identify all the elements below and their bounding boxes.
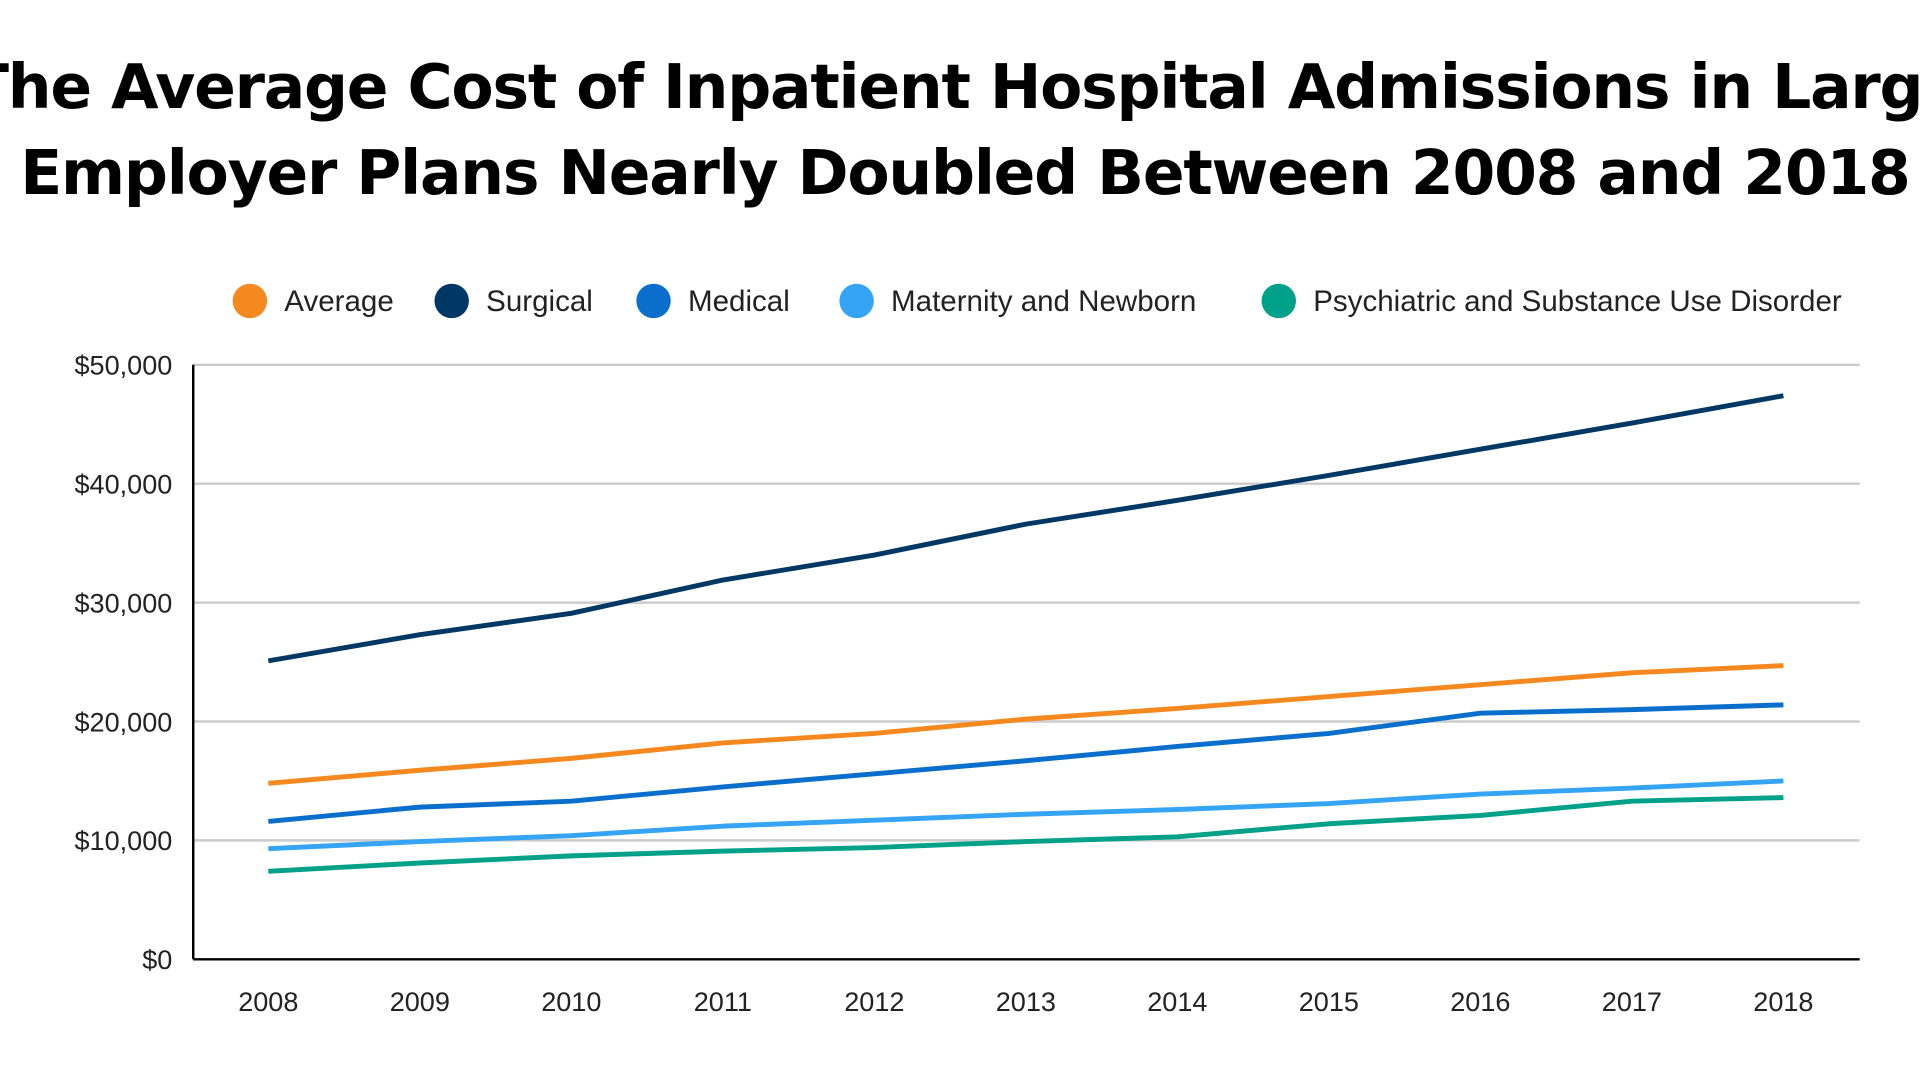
series-line-psychiatric-and-substance-use-disorder [268,795,1784,874]
legend-label: Medical [688,285,790,318]
gridlines [193,363,1860,842]
x-tick-label: 2015 [1299,987,1359,1017]
legend-label: Maternity and Newborn [891,285,1196,318]
series-line-average [268,663,1784,786]
x-tick-label: 2009 [390,987,450,1017]
x-tick-label: 2012 [844,987,904,1017]
y-tick-label: $20,000 [74,707,172,737]
y-tick-label: $50,000 [74,351,172,381]
chart-title-line-2: Employer Plans Nearly Doubled Between 20… [20,138,1909,209]
chart-title-line-1: The Average Cost of Inpatient Hospital A… [0,52,1920,123]
series-line-maternity-and-newborn [268,778,1784,852]
legend-label: Average [284,285,393,318]
series-lines [267,393,1784,874]
legend-marker [636,283,671,319]
y-axis-ticks: $0 $10,000 $20,000 $30,000 $40,000 $50,000 [74,351,172,975]
series-line-medical [268,702,1784,824]
x-tick-label: 2013 [996,987,1056,1017]
x-tick-label: 2018 [1753,987,1813,1017]
y-tick-label: $30,000 [74,588,172,618]
y-tick-label: $10,000 [74,826,172,856]
legend-label: Psychiatric and Substance Use Disorder [1313,285,1842,318]
x-axis-ticks: 2008 2009 2010 2011 2012 2013 2014 2015 2016 2017… [238,987,1813,1017]
x-tick-label: 2011 [694,987,752,1017]
legend-marker [1261,283,1296,319]
x-tick-label: 2014 [1147,987,1207,1017]
legend-marker [839,283,874,319]
x-tick-label: 2016 [1450,987,1510,1017]
x-tick-label: 2017 [1602,987,1662,1017]
legend: Average Surgical Medical Maternity and Newb… [232,283,1842,319]
series-line-surgical [267,393,1784,664]
legend-marker [232,283,268,319]
y-tick-label: $0 [142,945,172,975]
legend-label: Surgical [486,285,593,318]
x-tick-label: 2010 [541,987,601,1017]
legend-marker [434,283,469,319]
x-tick-label: 2008 [238,987,298,1017]
y-tick-label: $40,000 [74,470,172,500]
